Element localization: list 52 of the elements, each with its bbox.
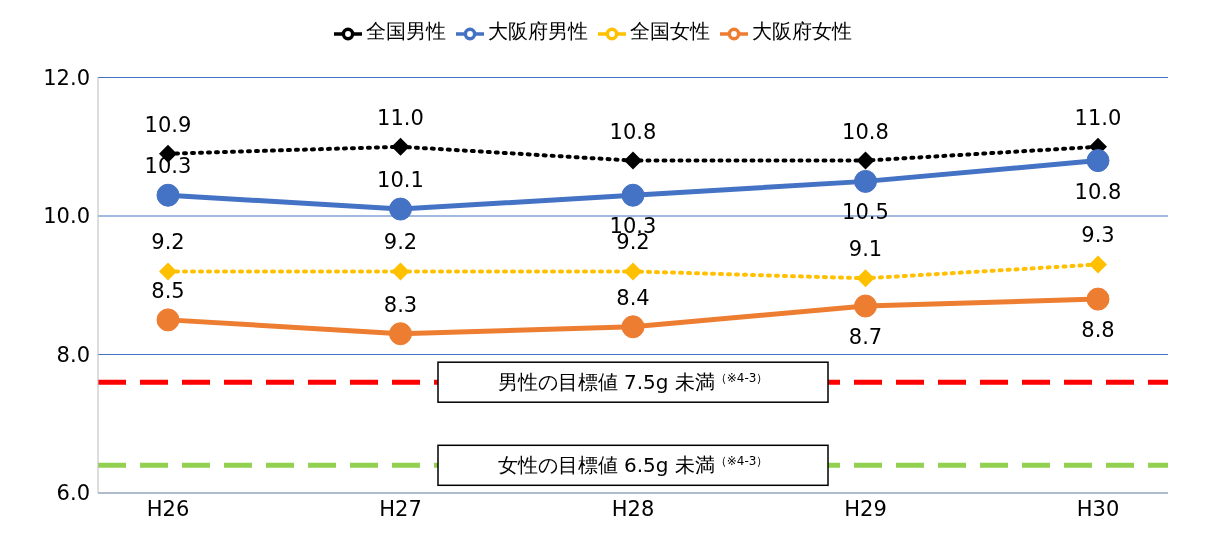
data-label: 11.0 bbox=[1074, 105, 1122, 130]
point bbox=[854, 169, 877, 193]
data-label: 10.9 bbox=[144, 112, 192, 137]
point bbox=[391, 262, 410, 281]
x-tick-label: H29 bbox=[844, 496, 887, 521]
data-label: 8.4 bbox=[616, 285, 650, 310]
point bbox=[621, 183, 645, 207]
data-label: 8.7 bbox=[848, 325, 883, 350]
ref-line-label: 女性の目標値 6.5g 未満$^{（※4-3）}$ bbox=[497, 453, 769, 478]
point bbox=[159, 262, 177, 281]
legend-label: 大阪府女性 bbox=[752, 19, 852, 43]
y-tick-label: 6.0 bbox=[56, 481, 90, 506]
point bbox=[1086, 149, 1110, 173]
data-label: 10.8 bbox=[1074, 179, 1122, 204]
point bbox=[156, 308, 180, 332]
data-label: 10.8 bbox=[842, 119, 889, 144]
legend-label: 大阪府男性 bbox=[488, 19, 588, 43]
point bbox=[856, 151, 875, 170]
data-label: 9.2 bbox=[151, 230, 185, 255]
point bbox=[621, 315, 645, 339]
data-label: 9.2 bbox=[383, 230, 418, 255]
point bbox=[389, 322, 412, 346]
x-tick-label: H27 bbox=[379, 496, 422, 521]
point bbox=[389, 197, 412, 221]
data-label: 11.0 bbox=[377, 105, 424, 130]
x-tick-label: H26 bbox=[146, 496, 190, 521]
x-tick-label: H30 bbox=[1076, 496, 1120, 521]
y-tick-label: 8.0 bbox=[56, 342, 90, 367]
y-tick-label: 10.0 bbox=[43, 204, 90, 229]
data-label: 9.1 bbox=[848, 237, 883, 262]
point bbox=[1086, 287, 1110, 311]
ref-line-label: 男性の目標値 7.5g 未満$^{（※4-3）}$ bbox=[497, 370, 769, 395]
note-box: 女性の目標値 6.5g 未満$^{（※4-3）}$ bbox=[437, 444, 829, 487]
note-box: 男性の目標値 7.5g 未満$^{（※4-3）}$ bbox=[437, 361, 829, 403]
data-label: 8.5 bbox=[151, 278, 185, 303]
data-label: 10.5 bbox=[842, 200, 889, 225]
point bbox=[1089, 255, 1107, 274]
data-label: 8.8 bbox=[1081, 318, 1115, 343]
point bbox=[156, 183, 180, 207]
point bbox=[391, 137, 410, 156]
legend-label: 全国女性 bbox=[630, 19, 710, 43]
data-label: 10.1 bbox=[377, 168, 424, 193]
data-label: 9.3 bbox=[1081, 223, 1115, 248]
x-tick-label: H28 bbox=[611, 496, 655, 521]
point bbox=[624, 262, 642, 281]
y-tick-label: 12.0 bbox=[43, 65, 90, 90]
legend-label: 全国男性 bbox=[366, 19, 446, 43]
point bbox=[856, 269, 875, 288]
point bbox=[624, 151, 642, 170]
data-label: 10.8 bbox=[609, 119, 657, 144]
point bbox=[854, 294, 877, 318]
data-label: 8.3 bbox=[383, 292, 418, 317]
